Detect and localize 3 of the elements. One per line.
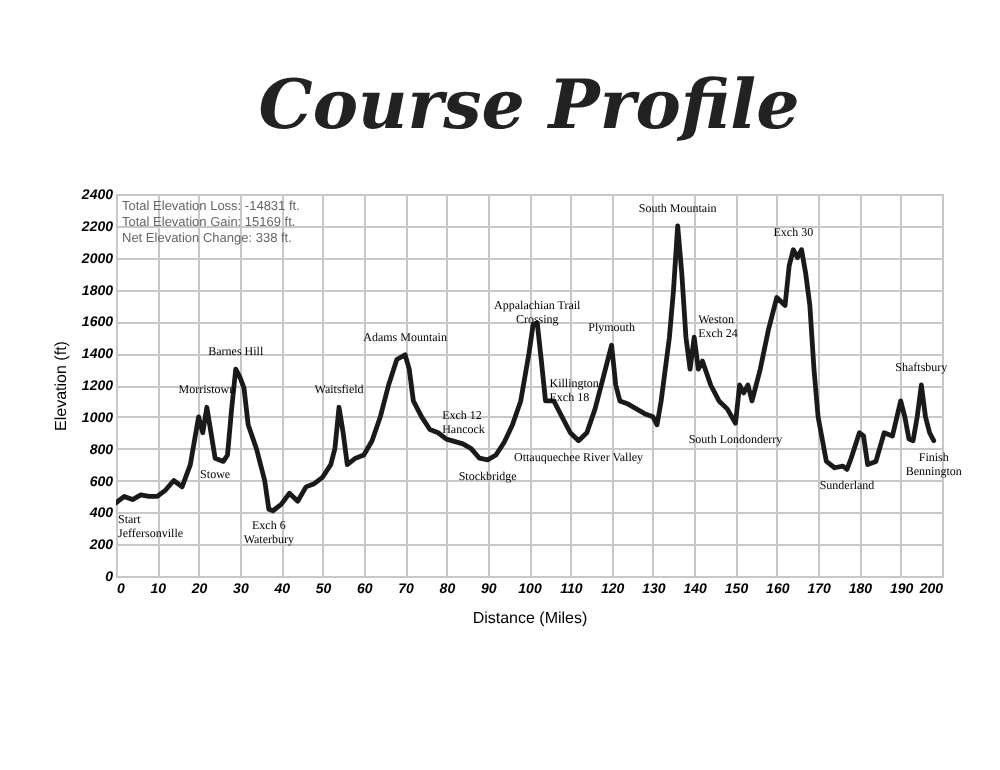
x-axis-title: Distance (Miles) (472, 609, 589, 627)
y-axis-title: Elevation (ft) (51, 340, 70, 431)
chart-title: Course Profile (258, 66, 800, 146)
